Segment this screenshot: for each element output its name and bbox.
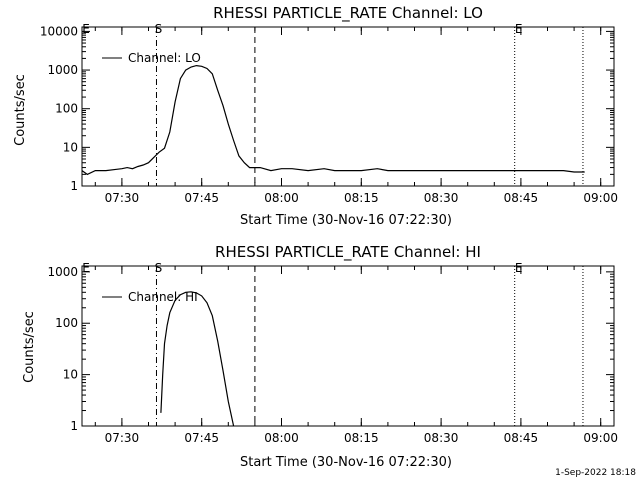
panel-lo-xlabel: Start Time (30-Nov-16 07:22:30) [240,213,452,228]
x-tick-label: 08:15 [344,431,379,445]
x-tick-label: 07:45 [184,191,219,205]
panel-hi-frame [81,265,615,427]
y-tick-label: 10000 [40,24,78,38]
x-tick-label: 07:30 [105,191,140,205]
end-marker-label: E [515,261,523,275]
end-marker-label: E [515,22,523,36]
y-tick-label: 1000 [47,265,78,279]
x-tick-label: 08:00 [264,431,299,445]
y-tick-label: 100 [55,316,78,330]
x-tick-label: 08:15 [344,191,379,205]
footer-timestamp: 1-Sep-2022 18:18 [555,468,636,478]
x-tick-label: 08:30 [424,191,459,205]
series-line-lo [81,64,585,176]
y-tick-label: 10 [63,140,78,154]
panel-lo-title: RHESSI PARTICLE_RATE Channel: LO [213,4,483,23]
chart-marks: 07:30 07:45 08:00 08:15 08:30 08:45 09:0011010… [40,22,618,445]
x-tick-label: 07:45 [184,431,219,445]
y-tick-label: 1 [70,419,78,433]
y-tick-label: 1000 [47,63,78,77]
x-tick-label: 08:30 [424,431,459,445]
legend-label: Channel: LO [128,51,201,65]
start-marker-label: S [155,22,163,36]
start-marker-label: S [155,261,163,275]
panel-hi-title: RHESSI PARTICLE_RATE Channel: HI [215,243,481,262]
panel-hi: 07:30 07:45 08:00 08:15 08:30 08:45 09:00 1 10 10… [47,261,618,445]
x-tick-label: 08:00 [264,191,299,205]
x-tick-label: 08:45 [504,431,539,445]
legend-label: Channel: HI [128,290,198,304]
panel-hi-xlabel: Start Time (30-Nov-16 07:22:30) [240,455,452,470]
y-tick-label: 100 [55,102,78,116]
x-tick-label: 07:30 [105,431,140,445]
frame-corner-label: E [82,22,90,36]
y-tick-label: 10 [63,368,78,382]
x-tick-label: 09:00 [583,191,618,205]
x-tick-label: 09:00 [583,431,618,445]
panel-lo: 07:30 07:45 08:00 08:15 08:30 08:45 09:00 1 10 10… [40,22,618,205]
panel-lo-frame [81,26,615,187]
x-tick-label: 08:45 [504,191,539,205]
frame-corner-label: E [82,261,90,275]
series-line-hi [160,291,235,427]
panel-lo-ylabel: Counts/sec [13,74,28,146]
panel-hi-ylabel: Counts/sec [22,311,37,383]
y-tick-label: 1 [70,179,78,193]
